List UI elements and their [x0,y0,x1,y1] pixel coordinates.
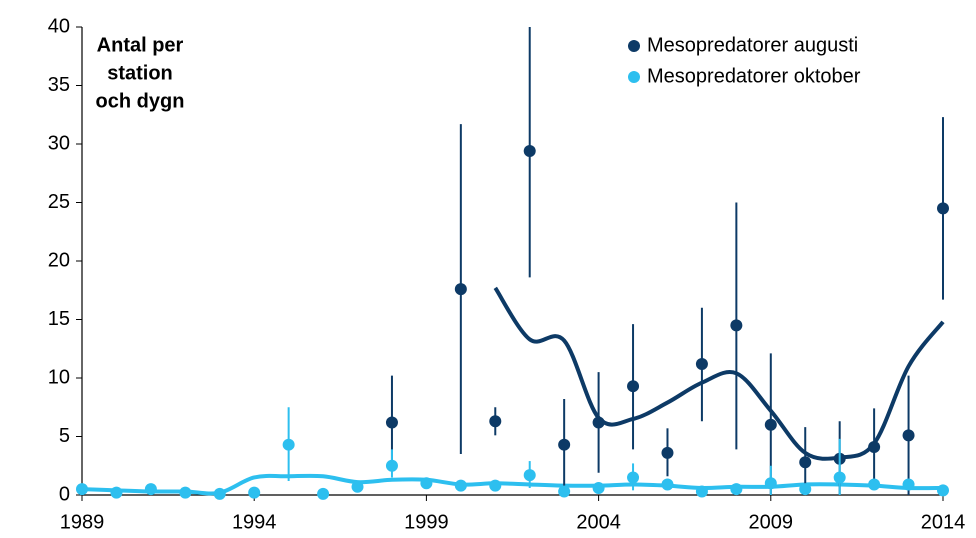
data-point [351,480,364,493]
x-tick-label: 2014 [921,511,966,533]
axis-annotation: Antal per [97,34,184,56]
data-point [868,441,881,454]
y-tick-label: 25 [48,191,70,213]
data-point [937,484,949,497]
data-point [110,486,123,499]
legend-label: Mesopredatorer augusti [647,34,858,56]
data-point [489,415,502,428]
data-point [695,357,708,370]
data-point [385,459,398,472]
legend-marker [628,71,640,83]
data-point [282,438,295,451]
data-point [833,471,846,484]
y-tick-label: 10 [48,366,70,388]
data-point [730,319,743,332]
x-tick-label: 1999 [404,511,449,533]
data-point [661,446,674,459]
x-tick-label: 1994 [232,511,277,533]
data-point [179,486,192,499]
data-point [627,380,640,393]
y-tick-label: 40 [48,15,70,37]
y-tick-label: 15 [48,308,70,330]
data-point [799,483,812,496]
data-point [76,483,88,496]
trend-line [493,286,945,461]
data-point [592,481,605,494]
data-point [627,471,640,484]
data-point [592,416,605,429]
legend-label: Mesopredatorer oktober [647,65,861,87]
data-point [799,456,812,469]
axis-annotation: och dygn [96,90,185,112]
x-tick-label: 1989 [60,511,105,533]
data-point [730,483,743,496]
data-point [454,283,467,296]
data-point [558,438,571,451]
data-point [695,485,708,498]
data-point [937,202,949,215]
data-point [489,479,502,492]
y-tick-label: 0 [59,483,70,505]
data-point [764,418,777,431]
data-point [454,479,467,492]
trend-line [81,473,944,496]
legend-marker [628,40,640,52]
data-point [523,145,536,158]
data-point [523,469,536,482]
data-point [213,487,226,500]
data-point [661,478,674,491]
data-point [420,477,433,490]
data-point [317,487,330,500]
x-tick-label: 2009 [749,511,794,533]
x-tick-label: 2004 [576,511,621,533]
y-tick-label: 30 [48,132,70,154]
y-tick-label: 5 [59,425,70,447]
data-point [385,416,398,429]
data-point [902,429,915,442]
axis-annotation: station [107,62,173,84]
data-point [902,478,915,491]
data-point [248,486,261,499]
data-point [868,478,881,491]
y-tick-label: 20 [48,249,70,271]
data-point [144,483,157,496]
data-point [764,477,777,490]
y-tick-label: 35 [48,74,70,96]
data-point [558,485,571,498]
